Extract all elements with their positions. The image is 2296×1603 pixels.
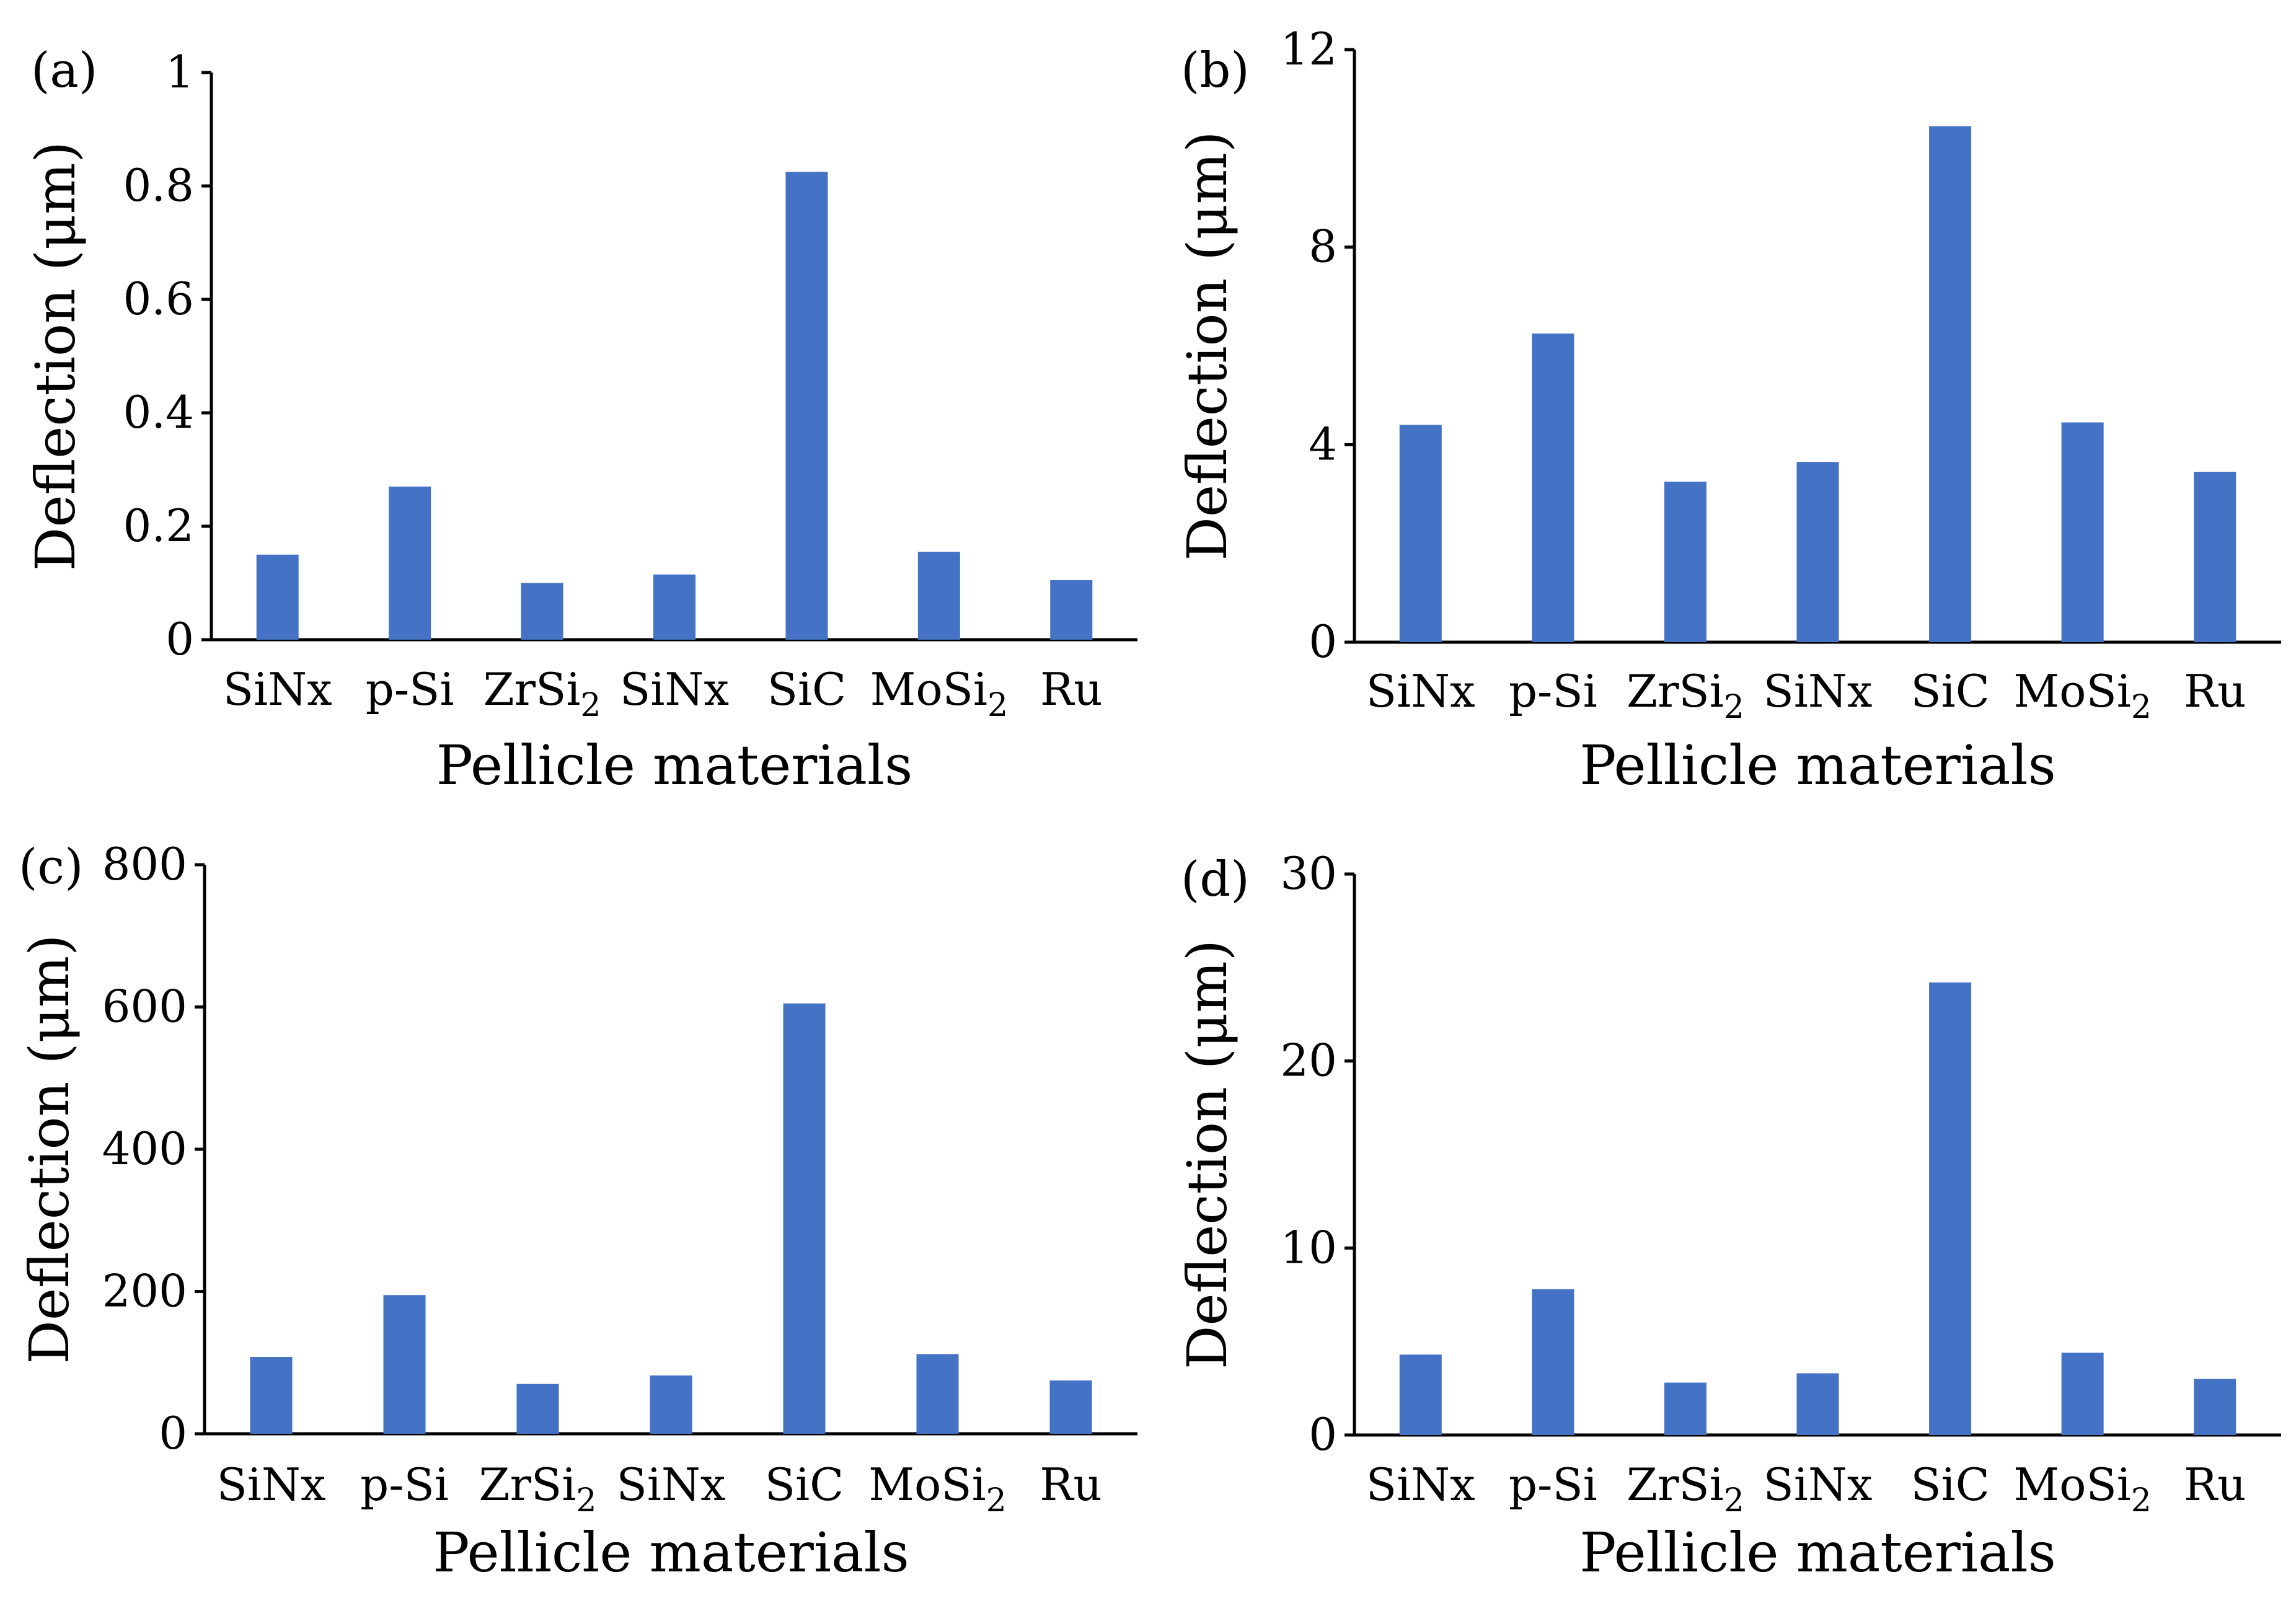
y-tick-label: 0 (166, 613, 194, 665)
x-tick-label: MoSi2 (870, 663, 1009, 724)
bar-p-si (389, 486, 431, 640)
bar-zrsi2 (1664, 482, 1707, 642)
y-tick-label: 10 (1280, 1221, 1337, 1273)
bar-mosi2 (916, 1354, 959, 1434)
bar-ru (1049, 1380, 1092, 1434)
chart-panel-a: 0 0.2 0.4 0.6 0.8 1 SiNx p-Si ZrSi2 SiNx SiC MoSi2 R… (24, 43, 1137, 797)
x-tick-label: SiC (1910, 1459, 1989, 1511)
x-tick-label: MoSi2 (2013, 1459, 2152, 1519)
y-axis-title: Deflection (μm) (24, 141, 87, 571)
x-tick-label: SiNx (1764, 1459, 1873, 1511)
y-axis-title: Deflection (μm) (1175, 940, 1239, 1369)
x-tick-label: SiNx (617, 1459, 726, 1511)
bar-p-si (1532, 333, 1574, 642)
y-tick-label: 0.6 (123, 273, 194, 325)
bar-p-si (383, 1295, 426, 1434)
x-tick-label: Ru (2184, 665, 2246, 717)
y-tick-label: 4 (1309, 418, 1337, 470)
y-tick-label: 1 (166, 46, 194, 98)
x-tick-label: SiNx (620, 663, 729, 715)
y-tick-label: 0.4 (123, 386, 194, 438)
y-tick-label: 0 (1309, 616, 1337, 668)
panel-label: (d) (1181, 852, 1250, 907)
y-tick-label: 20 (1280, 1035, 1337, 1087)
x-tick-label: SiNx (1764, 665, 1873, 717)
x-tick-label: SiNx (217, 1459, 326, 1511)
chart-panel-b: 0 4 8 12 SiNx p-Si ZrSi2 SiNx SiC MoSi2 Ru Pellicle… (1175, 23, 2281, 797)
y-tick-label: 600 (102, 981, 187, 1033)
x-tick-label: p-Si (366, 663, 454, 715)
panel-label: (c) (19, 839, 84, 895)
x-tick-label: Ru (1040, 663, 1103, 715)
x-tick-label: p-Si (1509, 665, 1597, 717)
bar-sic (1929, 126, 1972, 642)
y-tick-label: 12 (1280, 23, 1337, 75)
bar-sinx (1796, 462, 1839, 642)
x-tick-label: Ru (1040, 1459, 1102, 1511)
x-tick-label: ZrSi2 (1627, 665, 1744, 726)
y-tick-label: 30 (1280, 847, 1337, 899)
bar-sic (785, 172, 828, 640)
bar-ru (1050, 580, 1093, 640)
y-tick-label: 200 (102, 1265, 187, 1317)
x-tick-label: SiC (1910, 665, 1989, 717)
bar-p-si (1532, 1289, 1574, 1435)
x-tick-label: ZrSi2 (479, 1459, 597, 1519)
y-tick-label: 400 (102, 1123, 187, 1175)
x-tick-label: SiC (765, 1459, 844, 1511)
chart-panel-c: 0 200 400 600 800 SiNx p-Si ZrSi2 SiNx SiC MoSi2 Ru… (17, 838, 1137, 1584)
x-axis-title: Pellicle materials (433, 1521, 909, 1584)
x-tick-label: ZrSi2 (483, 663, 601, 724)
x-tick-label: p-Si (360, 1459, 449, 1511)
bar-zrsi2 (516, 1384, 559, 1434)
panel-label: (b) (1181, 43, 1250, 99)
bar-ru (2194, 472, 2236, 642)
y-tick-label: 8 (1309, 221, 1337, 273)
x-tick-label: MoSi2 (2013, 665, 2152, 726)
bar-sinx (1399, 1354, 1442, 1435)
x-tick-label: SiC (767, 663, 846, 715)
x-tick-label: SiNx (1366, 1459, 1475, 1511)
bar-zrsi2 (521, 583, 563, 640)
bar-mosi2 (2061, 422, 2104, 642)
bar-sinx (650, 1375, 692, 1434)
bar-sinx (256, 554, 299, 640)
chart-panel-d: 0 10 20 30 SiNx p-Si ZrSi2 SiNx SiC MoSi2 Ru Pellic… (1175, 847, 2281, 1584)
y-axis-title: Deflection (μm) (17, 934, 81, 1364)
bar-zrsi2 (1664, 1382, 1707, 1435)
x-axis-title: Pellicle materials (436, 733, 913, 797)
x-tick-label: SiNx (1366, 665, 1475, 717)
y-axis-title: Deflection (μm) (1175, 131, 1239, 560)
panel-label: (a) (31, 43, 97, 99)
y-tick-label: 800 (102, 838, 187, 890)
x-tick-label: SiNx (223, 663, 332, 715)
x-axis-title: Pellicle materials (1579, 733, 2056, 797)
bar-sinx (1796, 1373, 1839, 1435)
bar-sinx (250, 1357, 293, 1434)
x-tick-label: Ru (2184, 1459, 2246, 1511)
x-axis-title: Pellicle materials (1579, 1521, 2056, 1584)
bar-sic (783, 1003, 826, 1434)
bar-mosi2 (2061, 1353, 2104, 1435)
y-tick-label: 0.2 (123, 500, 194, 552)
x-tick-label: p-Si (1509, 1459, 1597, 1511)
bar-mosi2 (917, 552, 960, 640)
y-tick-label: 0 (159, 1407, 187, 1459)
x-tick-label: ZrSi2 (1627, 1459, 1744, 1519)
bar-sinx (653, 574, 695, 640)
y-tick-label: 0 (1309, 1408, 1337, 1460)
x-tick-label: MoSi2 (868, 1459, 1007, 1519)
bar-sic (1929, 982, 1972, 1435)
bar-ru (2194, 1379, 2236, 1435)
bar-sinx (1399, 425, 1442, 642)
y-tick-label: 0.8 (123, 159, 194, 211)
